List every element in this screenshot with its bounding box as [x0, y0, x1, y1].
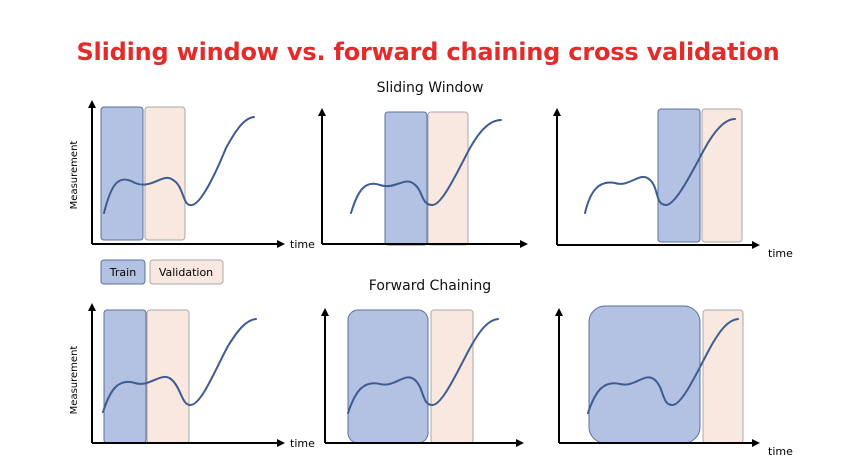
train-window — [103, 309, 147, 444]
validation-window — [427, 111, 469, 246]
measurement-curve — [102, 318, 257, 413]
legend-train-label: Train — [109, 266, 136, 279]
train-window — [588, 305, 701, 444]
legend-validation-label: Validation — [159, 266, 213, 279]
train-window — [384, 111, 428, 246]
legend-train-swatch — [100, 259, 146, 285]
forward-chaining-title: Forward Chaining — [368, 278, 492, 294]
train-window — [347, 309, 429, 444]
measurement-curve — [584, 118, 736, 214]
train-window — [657, 108, 701, 243]
measurement-curve — [587, 318, 739, 414]
x-axis-label: time — [768, 445, 793, 458]
y-axis-label: Measurement — [69, 346, 80, 415]
x-axis-label: time — [290, 437, 315, 450]
x-axis-label: time — [290, 238, 315, 251]
validation-window — [430, 309, 474, 444]
diagram-title: Sliding window vs. forward chaining cros… — [76, 38, 780, 66]
legend-validation-swatch — [149, 259, 224, 285]
forward-panel-2 — [321, 308, 524, 447]
measurement-curve — [347, 318, 499, 414]
validation-window — [701, 108, 743, 243]
validation-window — [144, 106, 186, 241]
legend: Train Validation — [100, 259, 224, 285]
measurement-curve — [103, 116, 255, 214]
sliding-panel-2 — [318, 108, 528, 248]
forward-panel-1: time Measurement — [69, 303, 315, 450]
sliding-window-title: Sliding Window — [376, 80, 484, 96]
sliding-panel-1: time Measurement — [69, 100, 315, 251]
train-window — [100, 106, 144, 241]
forward-panel-3: time — [555, 305, 793, 458]
y-axis-label: Measurement — [69, 141, 80, 210]
x-axis-label: time — [768, 247, 793, 260]
measurement-curve — [350, 119, 502, 214]
sliding-panel-3: time — [553, 108, 793, 260]
validation-window — [702, 309, 744, 444]
